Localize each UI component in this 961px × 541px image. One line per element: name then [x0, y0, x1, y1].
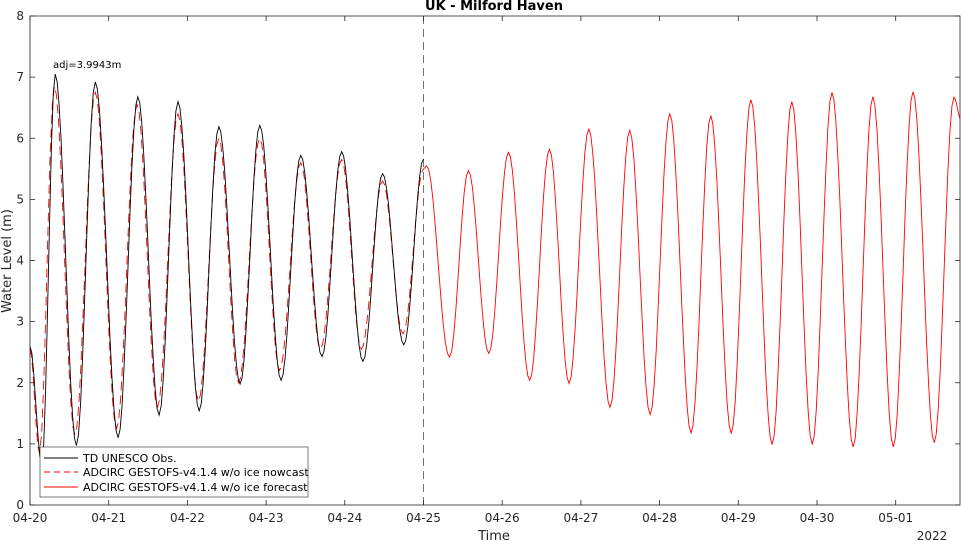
legend-label-nowcast: ADCIRC GESTOFS-v4.1.4 w/o ice nowcast [83, 466, 309, 479]
x-tick-label: 04-27 [563, 511, 598, 525]
y-tick-label: 4 [16, 254, 24, 268]
y-tick-label: 8 [16, 9, 24, 23]
legend-label-obs: TD UNESCO Obs. [82, 452, 177, 465]
legend-box [39, 446, 309, 498]
y-tick-label: 6 [16, 131, 24, 145]
x-axis-label: Time [477, 529, 510, 541]
adjustment-annotation: adj=3.9943m [53, 60, 121, 71]
x-tick-label: 05-01 [878, 511, 913, 525]
series-layer [29, 73, 961, 465]
y-tick-label: 7 [16, 70, 24, 84]
x-tick-label: 04-23 [249, 511, 284, 525]
x-tick-label: 04-24 [327, 511, 362, 525]
x-tick-label: 04-28 [642, 511, 677, 525]
year-label: 2022 [917, 529, 948, 541]
x-tick-label: 04-29 [721, 511, 756, 525]
y-tick-label: 5 [16, 192, 24, 206]
axes: 0 1 2 3 4 5 6 7 8 04-20 04-21 04-22 04-23 04-24 04-25 0… [13, 9, 961, 525]
x-tick-label: 04-30 [800, 511, 835, 525]
x-tick-label: 04-26 [485, 511, 520, 525]
series-line-2 [423, 91, 961, 448]
x-tick-label: 04-21 [91, 511, 126, 525]
y-tick-label: 0 [16, 498, 24, 512]
x-tick-label: 04-22 [170, 511, 205, 525]
y-tick-label: 1 [16, 437, 24, 451]
series-line-0 [29, 73, 424, 465]
x-tick-label: 04-20 [13, 511, 48, 525]
legend-label-forecast: ADCIRC GESTOFS-v4.1.4 w/o ice forecast [83, 481, 308, 494]
y-axis-label: Water Level (m) [0, 209, 15, 313]
legend: TD UNESCO Obs. ADCIRC GESTOFS-v4.1.4 w/o… [39, 446, 309, 498]
x-tick-label: 04-25 [406, 511, 441, 525]
series-line-1 [29, 86, 424, 454]
plot-border [29, 15, 961, 506]
y-tick-label: 2 [16, 376, 24, 390]
chart-title: UK - Milford Haven [425, 0, 563, 14]
y-tick-label: 3 [16, 315, 24, 329]
